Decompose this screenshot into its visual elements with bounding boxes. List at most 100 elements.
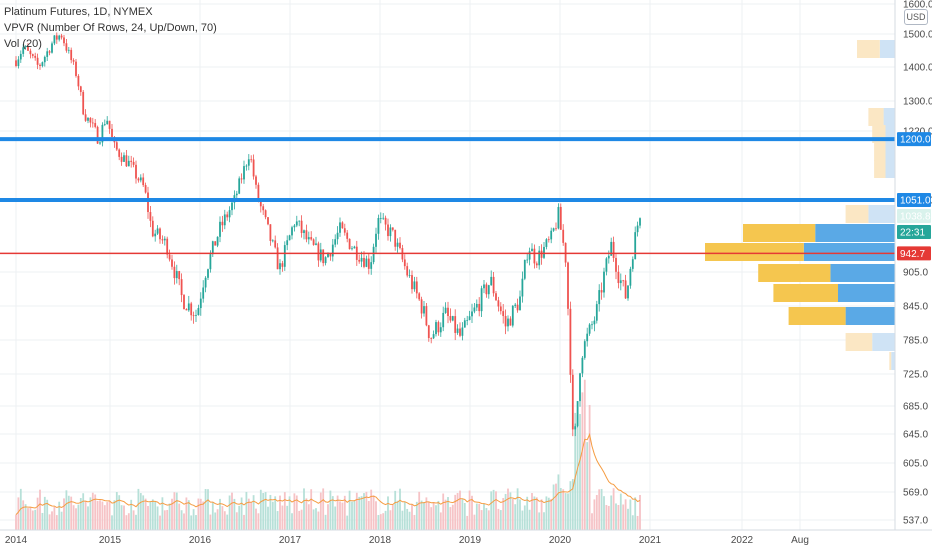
volume-bar: [324, 514, 327, 530]
volume-bar: [550, 498, 553, 530]
candle-body: [87, 117, 89, 121]
tag-level-1200-box: [897, 132, 931, 147]
candle-body: [168, 254, 171, 260]
volume-profile-up: [885, 125, 895, 143]
candle-body: [322, 249, 325, 264]
candle-body: [617, 271, 620, 284]
volume-bar: [360, 496, 363, 530]
volume-bar: [55, 515, 58, 530]
volume-bar: [346, 515, 349, 530]
candle-body: [238, 178, 241, 194]
tag-level-1051: 1051.0: [900, 196, 931, 207]
candle-body: [451, 316, 454, 321]
volume-profile-down: [705, 243, 804, 261]
candle-body: [27, 46, 29, 51]
volume-bar: [307, 504, 310, 530]
volume-bar: [53, 506, 56, 530]
candle-body: [610, 241, 613, 256]
candle-body: [144, 185, 147, 193]
volume-bar: [91, 492, 94, 530]
candle-body: [540, 250, 543, 258]
candle-body: [315, 243, 317, 245]
tag-last-price-box: [897, 209, 931, 223]
volume-bar: [15, 514, 17, 530]
volume-bar: [389, 510, 392, 530]
volume-bar: [180, 510, 183, 530]
candle-body: [485, 284, 488, 295]
volume-bar: [202, 501, 205, 530]
symbol-title[interactable]: Platinum Futures, 1D, NYMEX: [4, 6, 153, 18]
candle-body: [624, 280, 627, 299]
volume-bar: [29, 507, 32, 530]
candle-body: [456, 328, 459, 333]
volume-bar: [502, 498, 505, 530]
candle-body: [545, 239, 548, 247]
currency-badge[interactable]: USD: [904, 9, 928, 25]
candle-body: [175, 271, 178, 279]
volume-bar: [63, 498, 65, 530]
candle-body: [279, 263, 281, 270]
volume-indicator-label[interactable]: Vol (20): [4, 38, 42, 50]
volume-bar: [372, 495, 375, 530]
candle-body: [72, 60, 75, 62]
candle-body: [171, 259, 173, 267]
volume-bar: [509, 492, 512, 530]
volume-bar: [363, 493, 365, 530]
volume-bar: [31, 510, 34, 530]
price-tick-label: 785.0: [903, 336, 928, 347]
volume-bar: [627, 508, 629, 530]
volume-bar: [415, 501, 418, 530]
volume-bar: [291, 513, 293, 530]
candle-body: [324, 257, 327, 264]
candle-body: [567, 262, 569, 309]
volume-bar: [600, 488, 603, 530]
volume-profile-up: [885, 160, 895, 178]
candle-body: [399, 242, 401, 249]
time-tick-label: 2021: [639, 535, 662, 546]
volume-bar: [612, 488, 615, 530]
candle-body: [627, 285, 629, 299]
time-tick-label: 2014: [5, 535, 28, 546]
candle-body: [581, 357, 584, 374]
candle-body: [559, 206, 562, 230]
candle-body: [435, 322, 437, 335]
candle-body: [99, 142, 101, 144]
price-tick-label: 1220.0: [903, 127, 932, 138]
candle-body: [89, 117, 92, 123]
candle-body: [631, 259, 634, 269]
volume-profile-up: [868, 205, 895, 223]
candle-body: [562, 229, 565, 243]
volume-bar: [475, 503, 478, 530]
volume-profile-down: [758, 264, 831, 282]
volume-bar: [348, 490, 351, 530]
candle-body: [413, 281, 416, 290]
vpvr-indicator-label[interactable]: VPVR (Number Of Rows, 24, Up/Down, 70): [4, 22, 217, 34]
time-axis[interactable]: 2014 2015 2016 2017 2018 2019 2020 2021 2022 Aug: [0, 529, 932, 546]
volume-bar: [583, 379, 586, 530]
volume-bar: [79, 498, 82, 530]
candle-body: [543, 246, 545, 258]
volume-bar: [108, 501, 111, 530]
candle-body: [305, 230, 308, 240]
candle-body: [204, 277, 207, 288]
volume-bar: [22, 500, 25, 530]
volume-bar: [293, 493, 296, 530]
price-axis[interactable]: 1600.0 1500.0 1400.0 1300.0 1220.0 1051.0 905.…: [894, 0, 932, 530]
time-tick-label: 2018: [369, 535, 392, 546]
volume-bar: [451, 504, 454, 530]
candle-body: [574, 426, 577, 430]
volume-profile: [705, 40, 895, 370]
volume-bar: [319, 492, 322, 530]
volume-bar: [139, 493, 142, 530]
volume-bar: [427, 502, 430, 530]
candle-body: [619, 280, 622, 284]
price-tick-label: 605.0: [903, 459, 928, 470]
candle-body: [358, 259, 361, 262]
volume-bar: [351, 501, 353, 530]
volume-bar: [144, 498, 147, 530]
candle-body: [96, 126, 99, 144]
horizontal-levels[interactable]: [0, 137, 895, 255]
volume-bar: [264, 492, 267, 530]
candle-body: [307, 237, 310, 240]
